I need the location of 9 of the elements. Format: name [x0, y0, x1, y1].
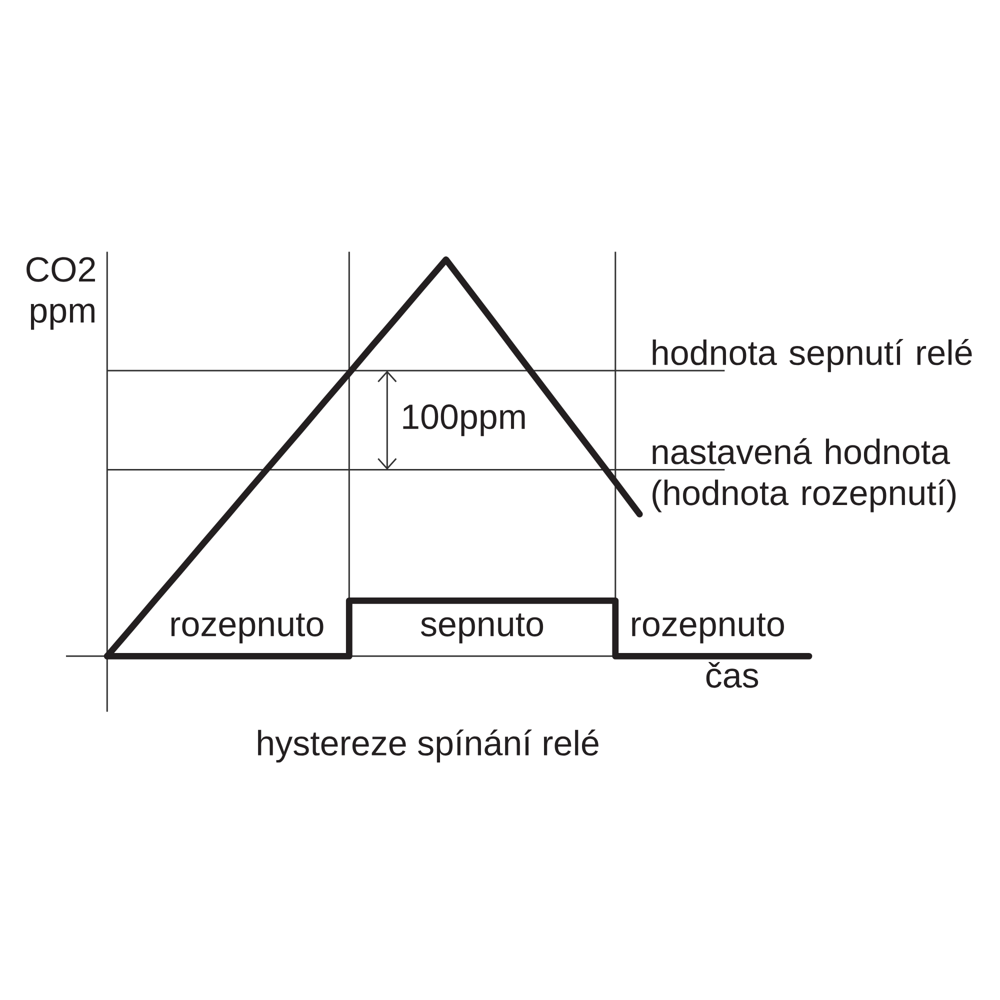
- annotation: sepnuto: [420, 613, 544, 644]
- annotation: 100ppm: [403, 404, 525, 436]
- annotation: rozepnuto: [632, 613, 784, 644]
- y-axis-title: CO2 ppm: [26, 257, 95, 330]
- text: hystereze spínání relé: [258, 729, 598, 763]
- x-axis-title: čas: [706, 662, 758, 688]
- annotation: rozepnuto: [171, 613, 324, 644]
- ref-line-label: hodnota sepnutí relé: [652, 339, 972, 372]
- ref-line-label: nastavená hodnota (hodnota rozepnutí): [652, 438, 956, 512]
